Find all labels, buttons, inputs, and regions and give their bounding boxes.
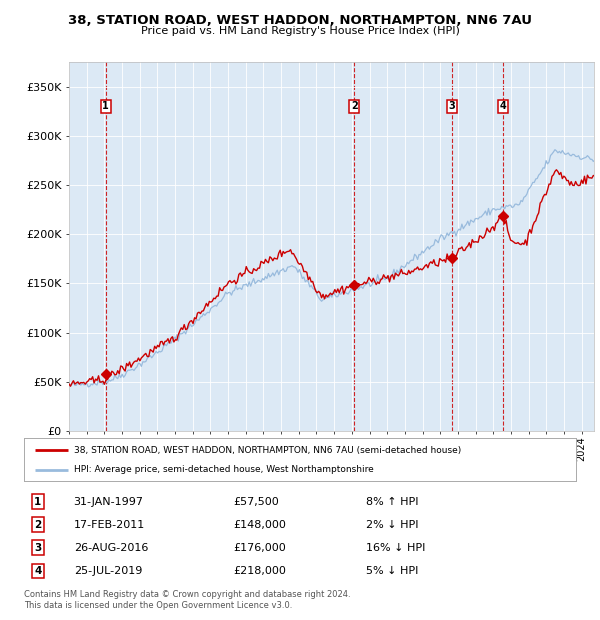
Text: Price paid vs. HM Land Registry's House Price Index (HPI): Price paid vs. HM Land Registry's House … xyxy=(140,26,460,36)
Text: £176,000: £176,000 xyxy=(234,542,287,553)
Text: £57,500: £57,500 xyxy=(234,497,280,507)
Text: 5% ↓ HPI: 5% ↓ HPI xyxy=(366,566,419,576)
Text: 38, STATION ROAD, WEST HADDON, NORTHAMPTON, NN6 7AU: 38, STATION ROAD, WEST HADDON, NORTHAMPT… xyxy=(68,14,532,27)
Text: 17-FEB-2011: 17-FEB-2011 xyxy=(74,520,145,529)
Text: 2% ↓ HPI: 2% ↓ HPI xyxy=(366,520,419,529)
Text: 38, STATION ROAD, WEST HADDON, NORTHAMPTON, NN6 7AU (semi-detached house): 38, STATION ROAD, WEST HADDON, NORTHAMPT… xyxy=(74,446,461,454)
Text: £218,000: £218,000 xyxy=(234,566,287,576)
Text: 1: 1 xyxy=(103,101,109,111)
Text: 2: 2 xyxy=(34,520,41,529)
Text: 31-JAN-1997: 31-JAN-1997 xyxy=(74,497,143,507)
Text: 26-AUG-2016: 26-AUG-2016 xyxy=(74,542,148,553)
Text: 25-JUL-2019: 25-JUL-2019 xyxy=(74,566,142,576)
Text: 8% ↑ HPI: 8% ↑ HPI xyxy=(366,497,419,507)
Text: 16% ↓ HPI: 16% ↓ HPI xyxy=(366,542,425,553)
Text: 2: 2 xyxy=(351,101,358,111)
Text: 1: 1 xyxy=(34,497,41,507)
Text: 3: 3 xyxy=(448,101,455,111)
Text: Contains HM Land Registry data © Crown copyright and database right 2024.
This d: Contains HM Land Registry data © Crown c… xyxy=(24,590,350,609)
Text: £148,000: £148,000 xyxy=(234,520,287,529)
Text: HPI: Average price, semi-detached house, West Northamptonshire: HPI: Average price, semi-detached house,… xyxy=(74,465,373,474)
Text: 3: 3 xyxy=(34,542,41,553)
Text: 4: 4 xyxy=(34,566,41,576)
Text: 4: 4 xyxy=(500,101,506,111)
